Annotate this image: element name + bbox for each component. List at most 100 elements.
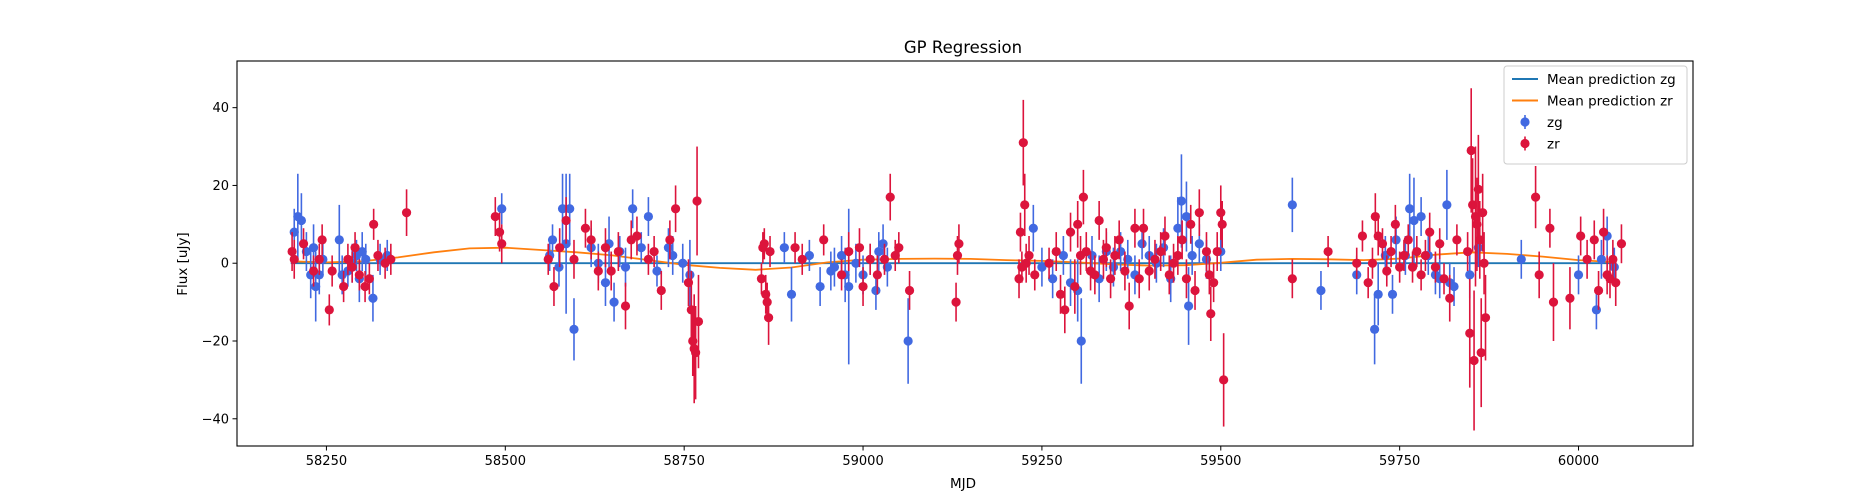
data-point-zr	[904, 285, 915, 296]
data-point-zg	[836, 250, 847, 261]
data-point-zg	[296, 215, 306, 226]
data-point-zg	[1416, 211, 1426, 222]
x-tick-label: 60000	[1558, 454, 1599, 469]
data-point-zr	[1090, 270, 1100, 280]
data-point-zr	[885, 192, 895, 202]
legend: Mean prediction zg Mean prediction zr zg zr	[1503, 65, 1688, 165]
data-point-zr	[1164, 270, 1174, 280]
data-point-zr	[1357, 231, 1368, 241]
data-point-zr	[1611, 278, 1621, 288]
data-point-zr	[1287, 274, 1297, 284]
data-point-zg	[678, 258, 688, 268]
legend-label: Mean prediction zg	[1547, 72, 1676, 88]
data-point-zr	[1382, 266, 1392, 276]
data-point-zr	[1081, 246, 1091, 257]
data-point-zg	[1596, 254, 1607, 264]
data-point-zr	[692, 196, 702, 206]
data-point-zg	[1028, 223, 1038, 233]
data-point-zr	[369, 219, 379, 229]
data-point-zr	[1024, 250, 1034, 261]
x-axis-label: MJD	[950, 476, 976, 492]
data-point-zr	[1101, 243, 1111, 253]
data-point-zr	[790, 243, 800, 253]
data-point-zr	[836, 270, 847, 280]
data-point-zg	[1573, 270, 1584, 280]
data-point-zr	[865, 254, 875, 264]
legend-label: zg	[1547, 115, 1563, 131]
data-point-zg	[636, 243, 646, 253]
data-point-zg	[652, 266, 662, 276]
data-point-zg	[1609, 262, 1619, 272]
data-point-zr	[1160, 231, 1170, 241]
data-point-zr	[543, 254, 553, 264]
data-point-zr	[643, 254, 654, 264]
data-point-zg	[874, 246, 884, 257]
y-tick-label: 0	[221, 257, 229, 272]
data-point-zr	[1452, 235, 1462, 245]
x-tick-label: 59250	[1021, 454, 1062, 469]
data-point-zr	[1390, 219, 1400, 229]
data-point-zg	[620, 262, 631, 272]
data-point-zr	[593, 266, 603, 276]
data-point-zr	[952, 250, 963, 261]
data-point-zr	[1479, 258, 1489, 268]
data-point-zg	[804, 250, 814, 261]
data-point-zr	[549, 281, 559, 292]
data-point-zg	[308, 243, 319, 253]
data-point-zg	[1409, 215, 1419, 226]
data-point-zg	[815, 281, 825, 292]
data-point-zr	[606, 266, 616, 276]
data-point-zg	[361, 254, 371, 264]
data-point-zr	[569, 254, 579, 264]
data-point-zg	[1373, 289, 1383, 299]
data-point-zg	[1037, 262, 1047, 272]
data-point-zr	[1430, 262, 1441, 272]
data-point-zr	[670, 204, 681, 214]
data-point-zr	[764, 313, 774, 323]
data-point-zr	[343, 254, 353, 264]
data-point-zg	[547, 235, 558, 245]
data-point-zg	[334, 235, 344, 245]
data-point-zg	[1194, 239, 1204, 249]
data-point-zr	[756, 274, 767, 284]
data-point-zg	[368, 293, 378, 303]
data-point-zr	[1445, 293, 1455, 303]
legend-box	[1503, 65, 1688, 165]
data-point-zg	[779, 243, 789, 253]
data-point-zr	[350, 243, 360, 253]
legend-label: Mean prediction zr	[1547, 94, 1673, 110]
data-point-zg	[1449, 281, 1459, 292]
data-point-zg	[643, 211, 654, 222]
data-point-zr	[759, 239, 769, 249]
data-point-zr	[613, 246, 623, 257]
data-point-zr	[1565, 293, 1575, 303]
legend-entry: zg	[1520, 115, 1563, 131]
data-point-zr	[1216, 208, 1226, 218]
data-point-zg	[851, 258, 861, 268]
data-point-zr	[494, 227, 505, 237]
data-point-zr	[308, 266, 319, 276]
data-point-zg	[1176, 196, 1187, 206]
data-point-zg	[497, 204, 507, 214]
data-point-zr	[1439, 274, 1449, 284]
data-point-zr	[314, 254, 324, 264]
x-axis: 58250 58500 58750 59000 59250 59500 59750 60000	[306, 446, 1599, 469]
data-point-zg	[663, 243, 674, 253]
data-point-zr	[1480, 313, 1491, 323]
data-point-zr	[1078, 192, 1089, 202]
mean-prediction-line-1	[290, 246, 1615, 271]
y-tick-label: 40	[212, 101, 229, 116]
data-point-zr	[1114, 235, 1124, 245]
data-point-zr	[1209, 278, 1219, 288]
data-point-zr	[1545, 223, 1555, 233]
data-point-zr	[1130, 223, 1140, 233]
data-point-zg	[1183, 301, 1194, 311]
data-point-zg	[1187, 250, 1197, 261]
data-point-zr	[1465, 328, 1475, 338]
data-point-zr	[1576, 231, 1586, 241]
data-point-zr	[289, 254, 299, 264]
data-point-zr	[1367, 258, 1378, 268]
data-point-zr	[693, 316, 704, 327]
data-point-zg	[1048, 274, 1058, 284]
